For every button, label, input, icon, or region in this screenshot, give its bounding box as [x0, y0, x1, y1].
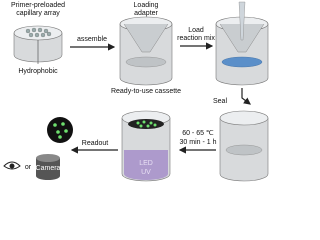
label: Primer-preloaded [11, 2, 65, 9]
label: adapter [134, 10, 158, 17]
label: Hydrophobic [18, 68, 58, 75]
label: capillary array [16, 10, 60, 17]
result-image [47, 117, 73, 143]
diagram: Primer-preloaded capillary array Hydroph… [3, 1, 269, 182]
label: Ready-to-use cassette [111, 88, 181, 95]
loading-cylinder [215, 1, 269, 86]
arrow [241, 88, 251, 105]
label: Loading [134, 2, 159, 9]
label: reaction mix [177, 35, 215, 42]
label: 60 - 65 ℃ [182, 130, 214, 137]
label: Readout [82, 140, 109, 147]
label: or [25, 164, 32, 171]
label: UV [141, 169, 151, 176]
label: Seal [213, 98, 227, 105]
label: LED [139, 160, 153, 167]
label: assemble [77, 36, 107, 43]
sealed-cylinder [219, 110, 269, 182]
eye-icon [3, 161, 21, 170]
label: 30 min - 1 h [180, 139, 217, 146]
label: Camera [36, 165, 61, 172]
camera-icon [36, 154, 60, 180]
label: Load [188, 27, 204, 34]
readout-cylinder [121, 110, 171, 182]
adapter-cylinder [119, 16, 173, 86]
